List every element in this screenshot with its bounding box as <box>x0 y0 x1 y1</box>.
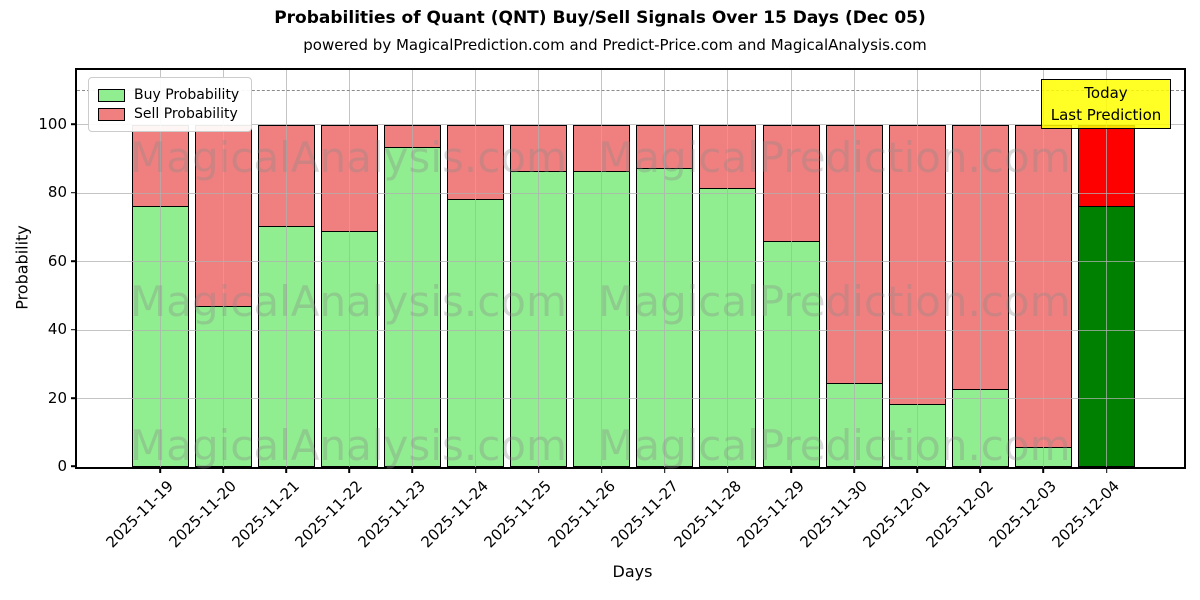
today-annotation: Today Last Prediction <box>1041 79 1171 129</box>
v-gridline-2025-11-23 <box>411 70 413 467</box>
h-gridline-20 <box>77 398 1184 400</box>
x-tick-mark-2025-11-19 <box>159 467 161 473</box>
x-tick-label-2025-11-19: 2025-11-19 <box>102 477 177 552</box>
x-tick-mark-2025-11-22 <box>348 467 351 473</box>
y-tick-label-80: 80 <box>47 183 67 202</box>
x-tick-label-2025-11-25: 2025-11-25 <box>480 477 556 552</box>
x-tick-label-2025-11-21: 2025-11-21 <box>228 477 303 552</box>
h-gridline-60 <box>77 261 1184 263</box>
x-tick-mark-2025-12-03 <box>1042 467 1045 473</box>
x-tick-label-2025-11-30: 2025-11-30 <box>796 477 871 552</box>
x-tick-label-2025-12-04: 2025-12-04 <box>1048 477 1124 552</box>
y-axis-title: Probability <box>12 225 32 310</box>
watermark-prediction-row2: MagicalPrediction.com <box>598 277 1071 326</box>
y-tick-mark-20 <box>71 397 77 399</box>
x-tick-mark-2025-11-29 <box>790 467 792 473</box>
v-gridline-2025-11-28 <box>727 70 729 467</box>
x-tick-label-2025-12-02: 2025-12-02 <box>922 477 998 552</box>
x-tick-mark-2025-11-23 <box>411 467 414 473</box>
v-gridline-2025-11-26 <box>601 70 603 467</box>
watermark-analysis-row2: MagicalAnalysis.com <box>130 277 567 326</box>
x-tick-label-2025-12-03: 2025-12-03 <box>985 477 1061 552</box>
h-gridline-40 <box>77 329 1184 331</box>
x-tick-label-2025-11-26: 2025-11-26 <box>544 477 619 552</box>
y-tick-label-100: 100 <box>38 114 67 133</box>
v-gridline-2025-11-19 <box>159 70 161 467</box>
x-tick-label-2025-11-29: 2025-11-29 <box>733 477 808 552</box>
h-gridline-80 <box>77 192 1184 194</box>
v-gridline-2025-11-29 <box>790 70 792 467</box>
x-tick-mark-2025-11-21 <box>285 467 287 473</box>
v-gridline-2025-11-20 <box>222 70 224 467</box>
y-tick-label-60: 60 <box>47 251 67 270</box>
x-tick-label-2025-11-22: 2025-11-22 <box>291 477 367 552</box>
chart-subtitle: powered by MagicalPrediction.com and Pre… <box>303 36 927 54</box>
x-tick-label-2025-11-23: 2025-11-23 <box>354 477 430 552</box>
x-tick-mark-2025-11-30 <box>853 467 855 473</box>
watermark-prediction-row1: MagicalPrediction.com <box>598 133 1071 182</box>
y-tick-label-20: 20 <box>47 388 67 407</box>
x-tick-mark-2025-12-02 <box>979 467 982 473</box>
v-gridline-2025-11-24 <box>475 70 476 467</box>
legend-item-sell: Sell Probability <box>98 106 239 122</box>
x-tick-label-2025-11-24: 2025-11-24 <box>417 477 493 552</box>
chart-title: Probabilities of Quant (QNT) Buy/Sell Si… <box>274 8 926 28</box>
watermark-analysis-row1: MagicalAnalysis.com <box>130 133 567 182</box>
v-gridline-2025-12-03 <box>1042 70 1044 467</box>
x-tick-label-2025-12-01: 2025-12-01 <box>859 477 934 552</box>
dashed-threshold-line <box>77 89 1184 91</box>
v-gridline-2025-11-21 <box>285 70 287 467</box>
y-tick-mark-100 <box>71 123 77 125</box>
v-gridline-2025-11-22 <box>348 70 350 467</box>
x-tick-mark-2025-11-27 <box>664 467 666 473</box>
x-tick-mark-2025-11-26 <box>600 467 603 473</box>
buy-swatch-icon <box>98 88 125 102</box>
y-tick-mark-40 <box>71 328 77 331</box>
x-tick-label-2025-11-20: 2025-11-20 <box>165 477 240 552</box>
y-tick-label-40: 40 <box>47 320 67 339</box>
x-tick-mark-2025-11-20 <box>222 467 224 473</box>
x-tick-mark-2025-12-01 <box>916 467 918 473</box>
x-tick-mark-2025-12-04 <box>1105 467 1108 473</box>
legend-item-buy: Buy Probability <box>98 87 239 103</box>
v-gridline-2025-11-25 <box>538 70 540 467</box>
x-tick-mark-2025-11-24 <box>474 467 477 473</box>
x-tick-mark-2025-11-28 <box>727 467 729 473</box>
x-tick-mark-2025-11-25 <box>537 467 540 473</box>
x-tick-label-2025-11-28: 2025-11-28 <box>670 477 745 552</box>
legend-sell-label: Sell Probability <box>134 106 238 122</box>
v-gridline-2025-12-04 <box>1106 70 1107 467</box>
x-axis-title: Days <box>612 562 653 581</box>
v-gridline-2025-11-27 <box>664 70 666 467</box>
v-gridline-2025-12-02 <box>979 70 981 467</box>
today-annotation-line2: Last Prediction <box>1050 106 1162 124</box>
legend-buy-label: Buy Probability <box>134 87 240 103</box>
v-gridline-2025-12-01 <box>916 70 918 467</box>
v-gridline-2025-11-30 <box>853 70 855 467</box>
y-tick-mark-60 <box>71 260 77 262</box>
sell-swatch-icon <box>98 107 125 121</box>
y-tick-mark-0 <box>71 465 77 468</box>
today-annotation-line1: Today <box>1084 83 1128 102</box>
plot-area: 0 20 40 60 80 100 2025-11-19 2025-11-20 2025-11… <box>38 68 1186 551</box>
y-tick-mark-80 <box>71 191 77 194</box>
legend: Buy Probability Sell Probability <box>88 77 253 132</box>
watermark-analysis-row3: MagicalAnalysis.com <box>130 421 567 470</box>
y-tick-label-0: 0 <box>57 457 67 475</box>
watermark-prediction-row3: MagicalPrediction.com <box>598 421 1071 470</box>
h-gridline-100 <box>77 124 1184 126</box>
